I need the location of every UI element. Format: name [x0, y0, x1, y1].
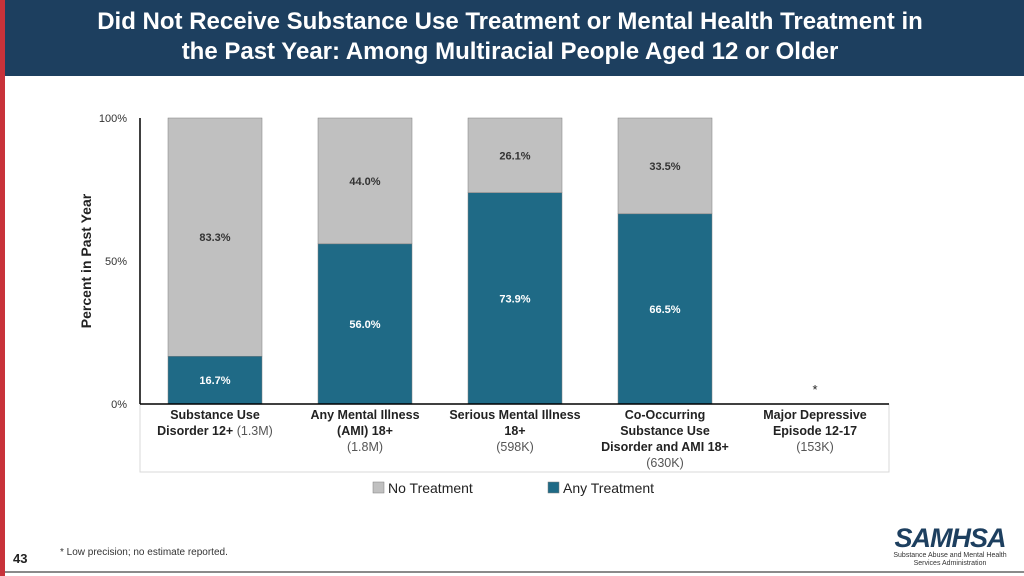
slide-title: Did Not Receive Substance Use Treatment … — [20, 7, 1000, 67]
category-label-text: Co-Occurring — [625, 408, 706, 422]
data-label-any-treatment: 66.5% — [649, 304, 680, 316]
category-sample-size: (598K) — [496, 440, 534, 454]
category-label-text: (AMI) 18+ — [337, 424, 393, 438]
legend-swatch — [372, 481, 385, 494]
legend-label: Any Treatment — [563, 480, 654, 496]
y-axis-title: Percent in Past Year — [78, 193, 94, 328]
category-label: Serious Mental Illness — [449, 408, 580, 422]
category-label: (AMI) 18+ — [337, 424, 393, 438]
bar-no-treatment — [467, 117, 563, 193]
logo-subtitle-1: Substance Abuse and Mental Health — [893, 552, 1007, 559]
bar-no-treatment — [317, 117, 413, 245]
category-label: Substance Use — [620, 424, 710, 438]
legend-swatch — [547, 481, 560, 494]
category-label-text: 18+ — [504, 424, 525, 438]
category-label: Disorder 12+ (1.3M) — [157, 424, 273, 438]
category-label: Co-Occurring — [625, 408, 706, 422]
bar-no-treatment — [617, 117, 713, 215]
category-label-text: Disorder and AMI 18+ — [601, 440, 729, 454]
legend-label: No Treatment — [388, 480, 473, 496]
left-accent-bar — [0, 0, 5, 576]
data-label-any-treatment: 56.0% — [349, 319, 380, 331]
bar-no-treatment — [167, 117, 263, 357]
category-label: Major Depressive — [763, 408, 867, 422]
logo-subtitle-2: Services Administration — [913, 560, 987, 567]
data-label-any-treatment: 73.9% — [499, 293, 530, 305]
category-label: Substance Use — [170, 408, 260, 422]
category-label: Episode 12-17 — [773, 424, 857, 438]
data-label-any-treatment: 16.7% — [199, 375, 230, 387]
category-sample-size: (1.3M) — [233, 424, 273, 438]
bar-any-treatment — [467, 192, 563, 405]
samhsa-logo: SAMHSA Substance Abuse and Mental Health… — [880, 524, 1020, 568]
category-label-text: Any Mental Illness — [310, 408, 419, 422]
bar-any-treatment — [167, 355, 263, 405]
footnote: * Low precision; no estimate reported. — [60, 547, 228, 558]
low-precision-marker: * — [812, 382, 817, 397]
page-number: 43 — [13, 551, 28, 566]
data-label-no-treatment: 33.5% — [649, 161, 680, 173]
data-label-no-treatment: 44.0% — [349, 176, 380, 188]
bar-any-treatment — [317, 243, 413, 405]
category-label: 18+ — [504, 424, 525, 438]
y-tick-label: 50% — [105, 256, 127, 268]
title-banner — [5, 0, 1024, 76]
logo-wordmark: SAMHSA — [894, 523, 1006, 553]
category-label-text: Disorder 12+ — [157, 424, 233, 438]
y-tick-label: 100% — [99, 113, 127, 125]
category-label-panel — [139, 403, 890, 473]
category-label-text: Episode 12-17 — [773, 424, 857, 438]
footer-divider — [5, 571, 1024, 573]
title-line-2: the Past Year: Among Multiracial People … — [181, 38, 839, 65]
y-tick-label: 0% — [111, 399, 127, 411]
title-line-1: Did Not Receive Substance Use Treatment … — [97, 8, 923, 35]
category-label-text: Substance Use — [620, 424, 710, 438]
category-sample-size: (1.8M) — [347, 440, 383, 454]
data-label-no-treatment: 26.1% — [499, 150, 530, 162]
category-label-text: Serious Mental Illness — [449, 408, 580, 422]
category-sample-size: (630K) — [646, 456, 684, 470]
category-label: Any Mental Illness — [310, 408, 419, 422]
category-sample-size: (153K) — [796, 440, 834, 454]
category-label: Disorder and AMI 18+ — [601, 440, 729, 454]
category-label-text: Major Depressive — [763, 408, 867, 422]
category-label-text: Substance Use — [170, 408, 260, 422]
data-label-no-treatment: 83.3% — [199, 232, 230, 244]
